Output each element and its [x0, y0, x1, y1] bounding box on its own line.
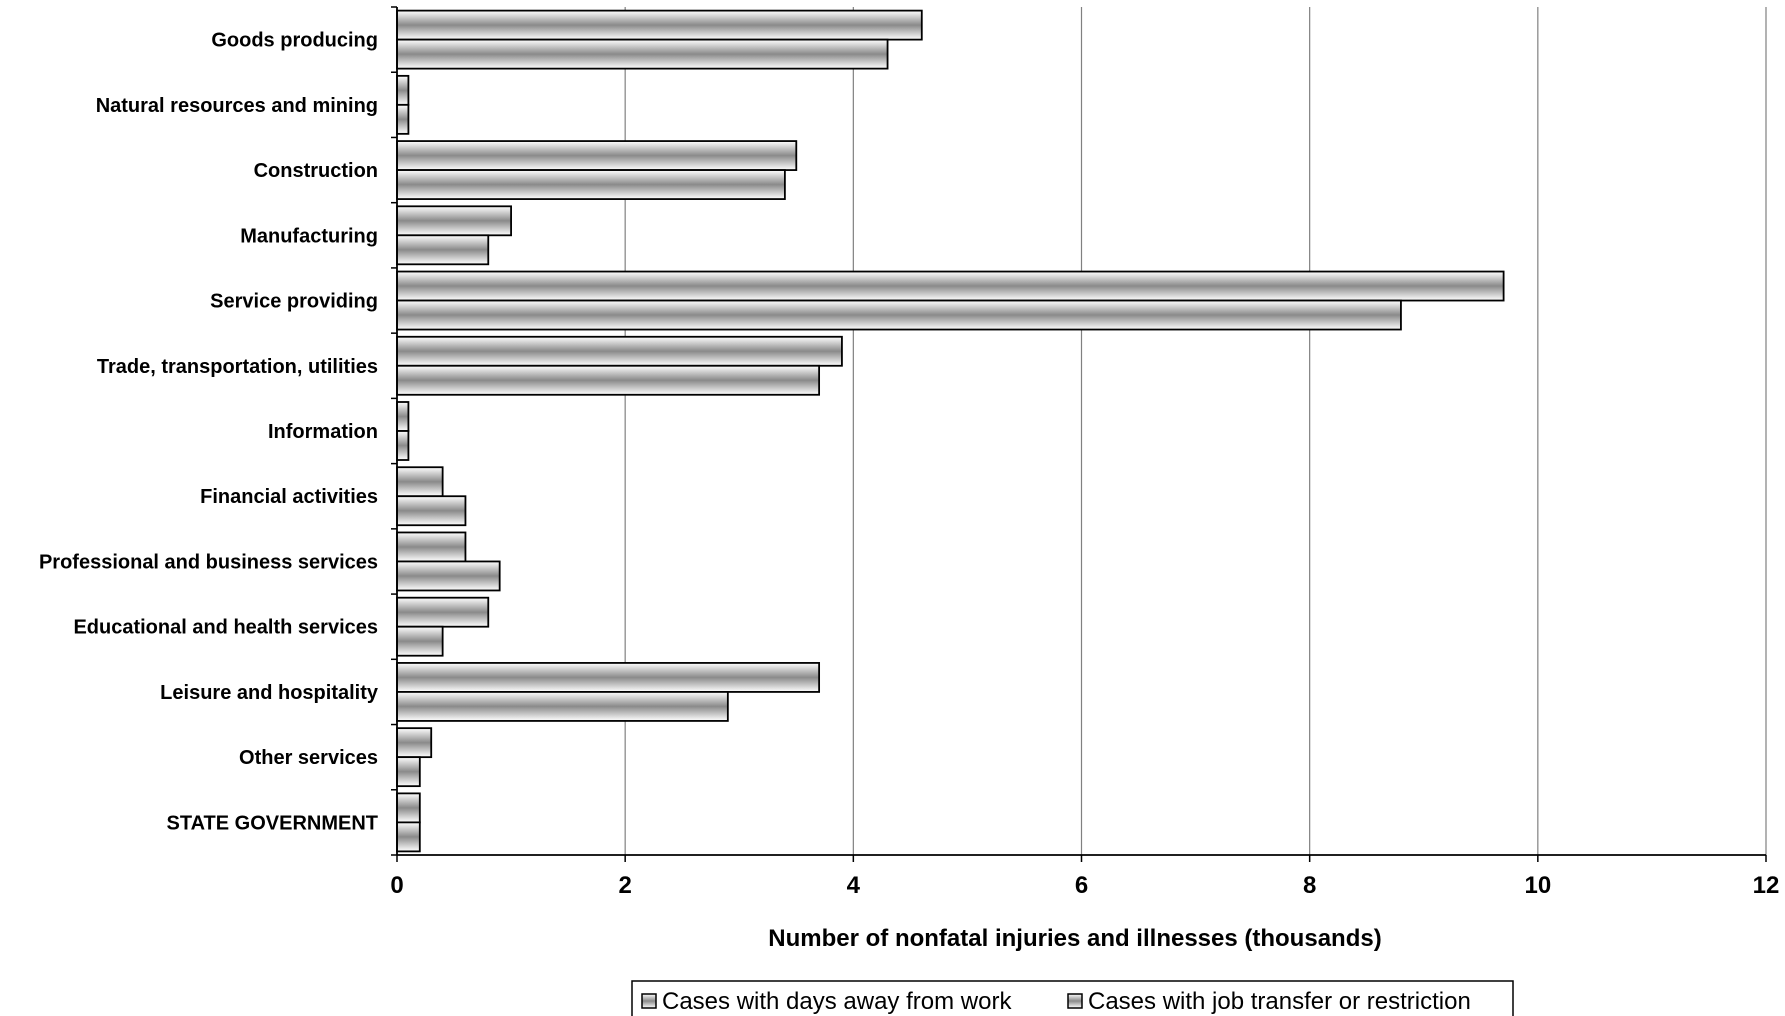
category-labels: Goods producing Natural resources and min…: [39, 30, 379, 835]
bar-manufacturing-series-2: [396, 234, 490, 266]
legend-swatch-days-away: [641, 993, 657, 1009]
bar-information-series-2: [396, 430, 410, 461]
category-label-trade-transportation-utilities: Trade, transportation, utilities: [97, 356, 378, 378]
bar-trade-transportation-utilities-series-2: [396, 364, 821, 396]
category-label-financial-activities: Financial activities: [200, 486, 378, 508]
bar-financial-activities-series-2: [396, 495, 467, 527]
bar-natural-resources-and-mining-series-1: [396, 74, 410, 106]
bar-trade-transportation-utilities-series-1: [396, 335, 843, 367]
bar-educational-and-health-services-series-1: [396, 596, 490, 628]
axes: [391, 6, 1767, 862]
bar-manufacturing-series-1: [396, 205, 512, 237]
bar-leisure-and-hospitality-series-1: [396, 662, 821, 693]
legend-swatch-job-transfer: [1067, 993, 1083, 1009]
x-tick-label-8: 8: [1303, 872, 1316, 899]
x-tick-label-10: 10: [1524, 872, 1551, 899]
bar-state-government-series-2: [396, 821, 421, 853]
bar-educational-and-health-services-series-2: [396, 625, 444, 657]
x-tick-label-6: 6: [1075, 872, 1088, 899]
legend-label-job-transfer: Cases with job transfer or restriction: [1088, 988, 1471, 1015]
bar-information-series-1: [396, 401, 410, 432]
bar-financial-activities-series-1: [396, 466, 444, 498]
x-tick-label-12: 12: [1753, 872, 1780, 899]
bar-other-services-series-2: [396, 756, 421, 788]
bar-service-providing-series-1: [396, 270, 1505, 302]
gridlines: [624, 7, 1767, 855]
x-axis-title: Number of nonfatal injuries and illnesse…: [768, 925, 1381, 952]
bar-state-government-series-1: [396, 792, 421, 824]
bar-goods-producing-series-1: [396, 9, 923, 41]
category-label-educational-and-health-services: Educational and health services: [73, 617, 378, 639]
bar-service-providing-series-2: [396, 299, 1402, 331]
category-label-state-government: STATE GOVERNMENT: [167, 812, 378, 834]
bars: [396, 9, 1505, 853]
category-label-other-services: Other services: [239, 747, 378, 769]
bar-construction-series-1: [396, 140, 798, 171]
category-label-natural-resources-and-mining: Natural resources and mining: [96, 95, 378, 117]
x-tick-label-4: 4: [847, 872, 861, 899]
bar-leisure-and-hospitality-series-2: [396, 691, 729, 722]
bar-professional-and-business-services-series-2: [396, 560, 501, 592]
category-label-service-providing: Service providing: [210, 291, 378, 313]
category-label-construction: Construction: [254, 160, 378, 182]
bar-other-services-series-1: [396, 727, 433, 759]
x-tick-labels: 0 2 4 6 8 10 12: [390, 872, 1779, 899]
bar-natural-resources-and-mining-series-2: [396, 103, 410, 135]
category-label-leisure-and-hospitality: Leisure and hospitality: [160, 682, 379, 704]
legend: Cases with days away from work Cases wit…: [631, 980, 1514, 1016]
category-label-goods-producing: Goods producing: [211, 30, 378, 52]
bar-goods-producing-series-2: [396, 38, 889, 70]
bar-construction-series-2: [396, 169, 786, 200]
category-label-manufacturing: Manufacturing: [240, 225, 378, 247]
legend-label-days-away: Cases with days away from work: [662, 988, 1012, 1015]
x-tick-label-0: 0: [390, 872, 403, 899]
x-tick-label-2: 2: [618, 872, 631, 899]
bar-professional-and-business-services-series-1: [396, 531, 467, 563]
category-label-information: Information: [268, 421, 378, 443]
category-label-professional-and-business-services: Professional and business services: [39, 551, 378, 573]
